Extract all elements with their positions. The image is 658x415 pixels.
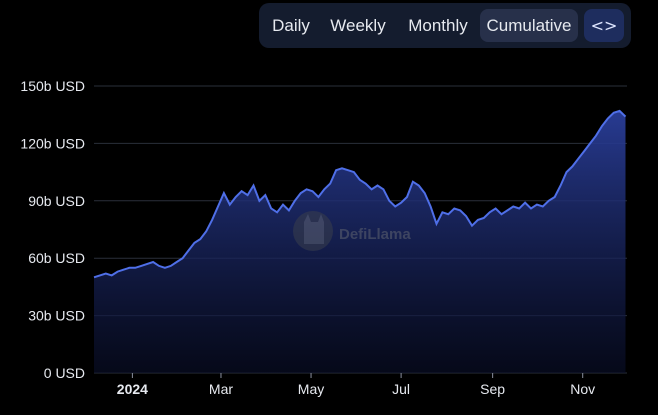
y-tick-label: 0 USD — [44, 365, 85, 381]
code-icon: <> — [590, 16, 618, 35]
series-area — [94, 110, 626, 374]
x-tick-label: Mar — [209, 381, 233, 397]
period-toggle-bar: Daily Weekly Monthly Cumulative <> — [259, 3, 631, 48]
x-tick-label: Nov — [570, 381, 595, 397]
x-axis-ticks: 2024 Mar May Jul Sep Nov — [117, 373, 595, 397]
y-tick-label: 30b USD — [28, 308, 85, 324]
watermark-label: DefiLlama — [339, 226, 411, 243]
y-tick-label: 150b USD — [20, 78, 85, 94]
y-tick-label: 120b USD — [20, 135, 85, 151]
x-tick-label: Jul — [392, 381, 410, 397]
x-tick-label: Sep — [480, 381, 505, 397]
y-tick-label: 90b USD — [28, 193, 85, 209]
x-tick-label: May — [298, 381, 324, 397]
tab-monthly[interactable]: Monthly — [408, 16, 468, 35]
series-line — [93, 109, 627, 279]
tab-daily[interactable]: Daily — [272, 16, 310, 35]
tab-cumulative[interactable]: Cumulative — [480, 9, 578, 42]
tab-weekly[interactable]: Weekly — [330, 16, 386, 35]
defillama-watermark: DefiLlama — [293, 211, 411, 251]
x-tick-label: 2024 — [117, 381, 148, 397]
y-axis-ticks: 0 USD 30b USD 60b USD 90b USD 120b USD 150b U… — [20, 78, 85, 381]
llama-logo-icon — [293, 211, 333, 251]
embed-code-button[interactable]: <> — [584, 9, 624, 42]
y-tick-label: 60b USD — [28, 250, 85, 266]
